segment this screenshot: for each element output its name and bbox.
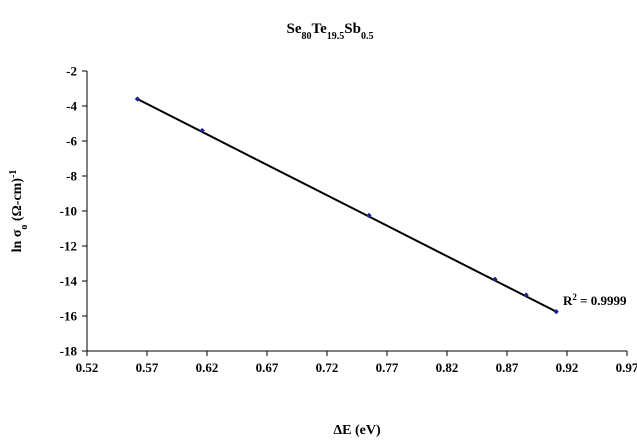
x-ticks: 0.52 0.57 0.62 0.67 0.72 0.77 0.82 0.87 0.92 0.97 xyxy=(76,351,637,375)
y-tick-label: -10 xyxy=(60,204,77,219)
data-point xyxy=(492,276,498,282)
y-tick-label: -12 xyxy=(60,239,77,254)
x-axis-label: ΔE (eV) xyxy=(333,423,381,438)
r-squared-base: R xyxy=(563,293,573,308)
trendline-layer xyxy=(136,98,557,313)
chart-title: Se80Te19.5Sb0.5 xyxy=(287,21,374,42)
data-point xyxy=(523,292,529,298)
y-label-sub: o xyxy=(19,225,30,230)
x-tick-label: 0.82 xyxy=(436,360,459,375)
y-tick-label: -8 xyxy=(66,169,77,184)
data-point xyxy=(553,309,559,315)
y-axis-label: ln σo (Ω-cm)-1 xyxy=(8,170,30,253)
y-tick-label: -6 xyxy=(66,134,77,149)
x-tick-label: 0.87 xyxy=(496,360,519,375)
r-squared-label: R2 = 0.9999 xyxy=(563,292,627,308)
x-tick-label: 0.77 xyxy=(376,360,399,375)
trendline xyxy=(136,98,557,313)
y-ticks: -2 -4 -6 -8 -10 -12 -14 -16 -18 xyxy=(60,64,87,359)
x-tick-label: 0.97 xyxy=(616,360,637,375)
x-tick-label: 0.52 xyxy=(76,360,99,375)
data-point xyxy=(366,212,372,218)
x-tick-label: 0.92 xyxy=(556,360,579,375)
y-tick-label: -4 xyxy=(66,99,77,114)
y-tick-label: -14 xyxy=(60,274,78,289)
data-point xyxy=(199,127,205,134)
title-sb-sub: 0.5 xyxy=(361,31,374,42)
y-label-pre: ln σ xyxy=(10,229,25,252)
y-tick-label: -2 xyxy=(66,64,77,79)
x-tick-label: 0.72 xyxy=(316,360,339,375)
title-sb: Sb xyxy=(344,21,361,37)
title-se: Se xyxy=(287,21,302,37)
x-tick-label: 0.57 xyxy=(136,360,159,375)
x-tick-label: 0.62 xyxy=(196,360,219,375)
title-te-sub: 19.5 xyxy=(327,31,345,42)
x-tick-label: 0.67 xyxy=(256,360,279,375)
y-tick-label: -16 xyxy=(60,309,78,324)
y-label-sup: -1 xyxy=(8,170,19,178)
y-tick-label: -18 xyxy=(60,344,78,359)
r-squared-value: = 0.9999 xyxy=(577,293,627,308)
title-te: Te xyxy=(312,21,328,37)
r-squared-sup: 2 xyxy=(572,292,577,302)
data-points xyxy=(134,96,559,315)
data-point xyxy=(134,96,140,102)
y-label-mid: (Ω-cm) xyxy=(10,178,25,225)
title-se-sub: 80 xyxy=(302,31,312,42)
